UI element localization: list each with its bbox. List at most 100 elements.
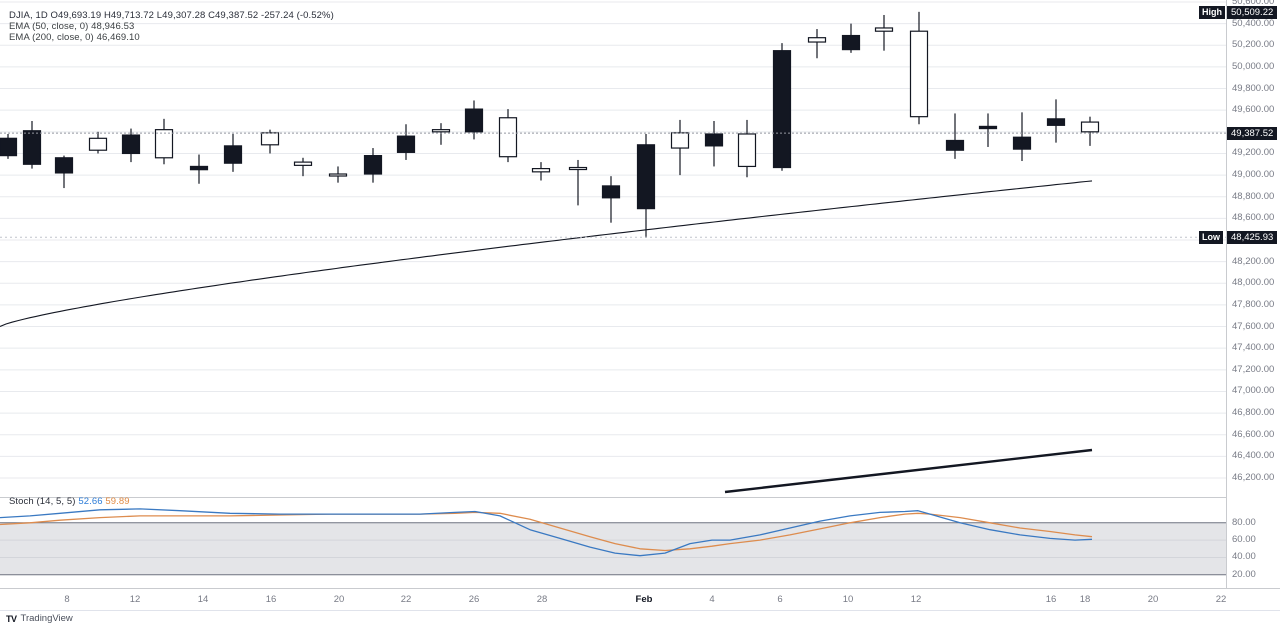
- ema200-value: 46,469.10: [96, 32, 140, 43]
- candlestick: [22, 121, 42, 169]
- price-tick-label: 50,000.00: [1232, 60, 1275, 72]
- candlestick: [945, 113, 965, 159]
- time-tick-label: 14: [197, 594, 209, 605]
- chart-area[interactable]: DJIA, 1D O49,693.19 H49,713.72 L49,307.2…: [0, 0, 1226, 588]
- time-tick-label: 22: [1215, 594, 1227, 605]
- stochastic-legend[interactable]: Stoch (14, 5, 5) 52.66 59.89: [9, 496, 130, 507]
- candlestick: [0, 133, 18, 159]
- time-tick-label: 4: [709, 594, 715, 605]
- time-tick-label: 26: [468, 594, 480, 605]
- time-tick-label: 18: [1079, 594, 1091, 605]
- time-tick-label: 16: [1045, 594, 1057, 605]
- symbol-legend[interactable]: DJIA, 1D O49,693.19 H49,713.72 L49,307.2…: [9, 10, 334, 43]
- candlestick: [568, 159, 588, 206]
- ema50-label: EMA (50, close, 0): [9, 21, 89, 32]
- candlestick: [841, 23, 861, 53]
- candlestick: [189, 154, 209, 184]
- price-tick-label: 50,400.00: [1232, 17, 1275, 29]
- price-tick-label: 46,400.00: [1232, 450, 1275, 462]
- ema200-trendline: [724, 448, 1093, 494]
- time-tick-label: 6: [777, 594, 783, 605]
- time-tick-label: 8: [64, 594, 70, 605]
- tradingview-logo[interactable]: TV TradingView: [6, 613, 73, 624]
- candlestick: [531, 162, 551, 181]
- candlestick: [363, 148, 383, 183]
- ema50-legend-row[interactable]: EMA (50, close, 0) 48,946.53: [9, 21, 334, 32]
- price-tick-label: 49,000.00: [1232, 169, 1275, 181]
- low-price-badge[interactable]: 48,425.93: [1227, 231, 1278, 245]
- price-tick-label: 48,600.00: [1232, 212, 1275, 224]
- price-tick-label: 47,400.00: [1232, 342, 1275, 354]
- candlestick: [223, 133, 243, 172]
- tradingview-wordmark: TradingView: [20, 613, 73, 624]
- price-tick-label: 49,600.00: [1232, 104, 1275, 116]
- ohlc-legend-row: DJIA, 1D O49,693.19 H49,713.72 L49,307.2…: [9, 10, 334, 21]
- ema200-legend-row[interactable]: EMA (200, close, 0) 46,469.10: [9, 32, 334, 43]
- price-tick-label: 46,800.00: [1232, 407, 1275, 419]
- price-tick-label: 47,800.00: [1232, 298, 1275, 310]
- candlestick: [88, 131, 108, 154]
- candlestick: [874, 14, 894, 51]
- candlestick: [704, 121, 724, 167]
- candlestick: [670, 119, 690, 176]
- pane-divider: [0, 497, 1226, 498]
- tradingview-mark-icon: TV: [6, 613, 17, 624]
- candlestick: [1080, 116, 1100, 146]
- ema50-line: [0, 180, 1093, 328]
- high-price-badge[interactable]: 50,509.22: [1227, 5, 1278, 19]
- price-tick-label: 50,600.00: [1232, 0, 1275, 7]
- candlestick: [121, 128, 141, 163]
- candlestick: [772, 43, 792, 171]
- stoch-k-line: [0, 508, 1093, 557]
- time-tick-label: 10: [842, 594, 854, 605]
- price-tick-label: 50,200.00: [1232, 39, 1275, 51]
- stoch-tick-label: 20.00: [1232, 568, 1256, 580]
- time-tick-label: 12: [910, 594, 922, 605]
- price-tick-label: 46,200.00: [1232, 472, 1275, 483]
- time-tick-label: 12: [129, 594, 141, 605]
- last-price-badge[interactable]: 49,387.52: [1227, 127, 1278, 141]
- stochastic-pane[interactable]: [0, 498, 1226, 588]
- ema50-value: 48,946.53: [91, 21, 135, 32]
- stoch-tick-label: 60.00: [1232, 534, 1256, 546]
- candlestick: [154, 118, 174, 165]
- high-price-tag: High: [1199, 5, 1225, 19]
- candlestick: [636, 133, 656, 238]
- time-tick-label: 20: [333, 594, 345, 605]
- candlestick: [1046, 99, 1066, 143]
- price-tick-label: 46,600.00: [1232, 428, 1275, 440]
- stoch-band: [0, 522, 1226, 575]
- time-scale[interactable]: 8 12 14 16 20 22 26 28 Feb 4 6 10 12 16 18 20 22: [0, 588, 1280, 610]
- candlestick: [328, 166, 348, 183]
- candlestick: [431, 123, 451, 145]
- low-price-tag: Low: [1199, 231, 1223, 245]
- price-scale[interactable]: 50,600.00 50,400.00 50,200.00 50,000.00 49,8…: [1199, 0, 1280, 588]
- candlestick: [807, 29, 827, 59]
- price-tick-label: 48,200.00: [1232, 255, 1275, 267]
- time-tick-label: Feb: [635, 594, 653, 605]
- stoch-d-value: 59.89: [105, 496, 130, 507]
- time-tick-label: 22: [400, 594, 412, 605]
- stoch-label: Stoch (14, 5, 5): [9, 496, 76, 507]
- stoch-k-value: 52.66: [78, 496, 103, 507]
- candlestick: [498, 109, 518, 163]
- stochastic-plot: [0, 508, 1226, 576]
- time-tick-label: 16: [265, 594, 277, 605]
- price-tick-label: 47,600.00: [1232, 320, 1275, 332]
- candlestick: [1012, 112, 1032, 162]
- price-tick-label: 49,800.00: [1232, 82, 1275, 94]
- candlestick: [293, 157, 313, 177]
- candlestick: [601, 176, 621, 223]
- price-pane[interactable]: [0, 0, 1226, 494]
- candlestick: [978, 113, 998, 147]
- ema200-label: EMA (200, close, 0): [9, 32, 94, 43]
- stoch-tick-label: 80.00: [1232, 516, 1256, 528]
- stoch-tick-label: 40.00: [1232, 551, 1256, 563]
- candlestick: [737, 119, 757, 178]
- price-tick-label: 47,200.00: [1232, 363, 1275, 375]
- candlestick: [54, 155, 74, 189]
- footer-divider: [0, 610, 1280, 611]
- price-tick-label: 49,200.00: [1232, 147, 1275, 159]
- price-plot: [0, 1, 1226, 494]
